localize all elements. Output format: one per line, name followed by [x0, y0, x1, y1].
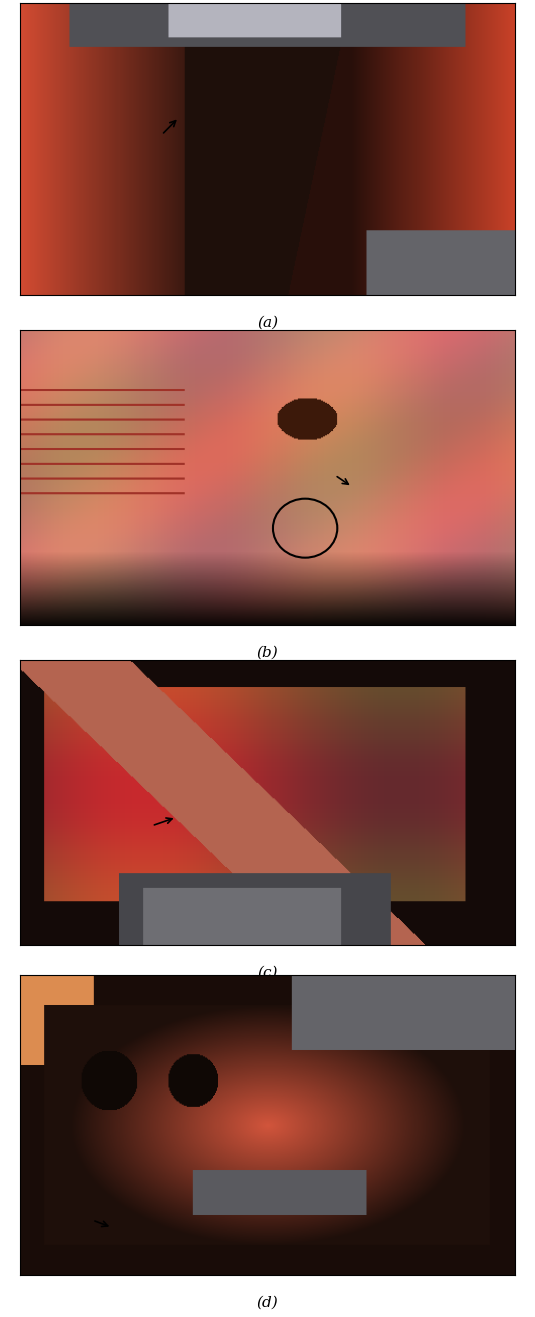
Text: (c): (c) [257, 965, 278, 980]
Text: (d): (d) [257, 1296, 278, 1309]
Text: (b): (b) [257, 645, 278, 660]
Text: (a): (a) [257, 316, 278, 329]
